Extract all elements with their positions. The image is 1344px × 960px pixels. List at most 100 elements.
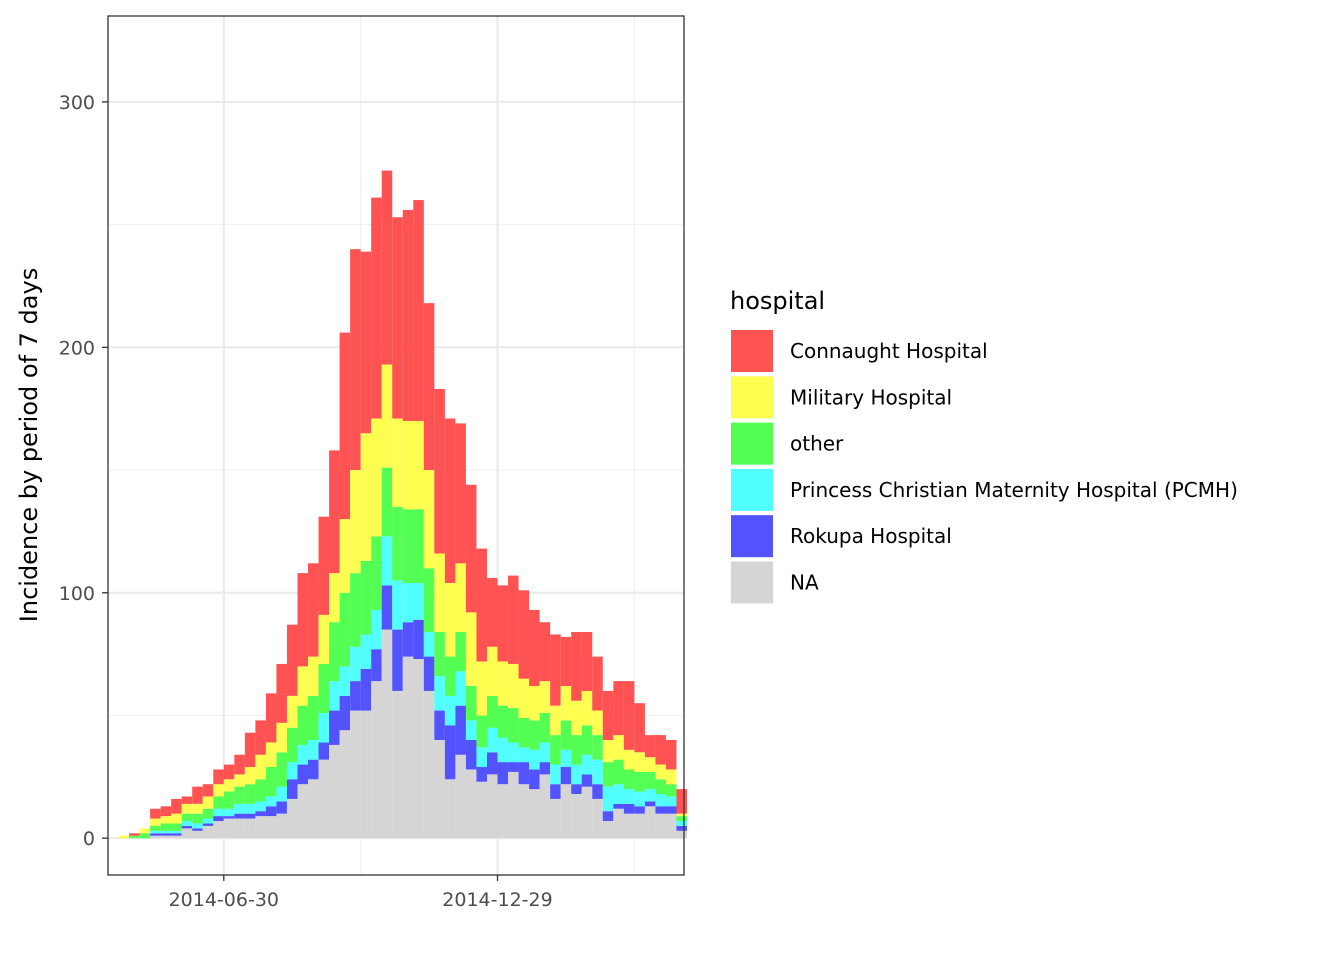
- bar-segment: [244, 803, 256, 814]
- bar-segment: [623, 803, 635, 814]
- bar-segment: [318, 742, 330, 760]
- bar-segment: [276, 786, 287, 802]
- bar-segment: [265, 693, 277, 743]
- bar-segment: [244, 813, 256, 819]
- bar-segment: [602, 821, 614, 839]
- bar-segment: [371, 536, 382, 610]
- bar-segment: [497, 585, 509, 662]
- bar-segment: [150, 808, 161, 819]
- bar-segment: [171, 833, 182, 836]
- legend-label: NA: [790, 571, 819, 595]
- bar-segment: [339, 332, 351, 520]
- bar-segment: [560, 686, 572, 721]
- bar-segment: [518, 762, 530, 785]
- bar-segment: [455, 563, 466, 633]
- bar-segment: [602, 690, 614, 741]
- bar-segment: [392, 690, 403, 839]
- bar-segment: [276, 722, 287, 753]
- bar-segment: [350, 681, 361, 711]
- bar-segment: [129, 833, 140, 836]
- bar-segment: [423, 568, 435, 633]
- bar-segment: [150, 818, 161, 826]
- bar-segment: [665, 740, 677, 770]
- bar-segment: [329, 710, 340, 745]
- bar-segment: [350, 573, 361, 647]
- bar-segment: [308, 656, 319, 696]
- bar-segment: [350, 470, 361, 574]
- bar-segment: [286, 798, 298, 839]
- bar-segment: [223, 764, 235, 780]
- bar-segment: [392, 217, 403, 419]
- bar-segment: [381, 467, 393, 537]
- bar-segment: [455, 423, 466, 564]
- bar-segment: [202, 808, 214, 819]
- bar-segment: [255, 801, 266, 812]
- bar-segment: [444, 582, 456, 657]
- bar-segment: [329, 573, 340, 623]
- bar-segment: [223, 818, 235, 839]
- bar-segment: [434, 632, 445, 677]
- bar-segment: [655, 764, 666, 780]
- legend-label: other: [790, 432, 844, 456]
- bar-segment: [444, 418, 456, 583]
- bar-segment: [497, 784, 509, 839]
- bar-segment: [392, 506, 403, 581]
- bar-segment: [297, 744, 309, 765]
- bar-segment: [623, 681, 635, 750]
- y-tick-label: 300: [59, 92, 95, 114]
- bar-segment: [192, 786, 203, 804]
- bar-segment: [265, 796, 277, 807]
- bar-segment: [286, 779, 298, 799]
- bar-segment: [539, 681, 551, 714]
- bar-segment: [360, 433, 372, 561]
- bar-segment: [613, 803, 624, 809]
- bar-segment: [171, 830, 182, 834]
- bar-segment: [402, 209, 414, 421]
- bar-segment: [571, 784, 582, 795]
- bar-segment: [413, 420, 424, 510]
- bar-segment: [371, 609, 382, 650]
- bar-segment: [476, 767, 487, 782]
- y-axis-title: Incidence by period of 7 days: [15, 268, 43, 622]
- bar-segment: [623, 813, 635, 839]
- bar-segment: [181, 803, 193, 814]
- bar-segment: [339, 695, 351, 731]
- bar-segment: [539, 622, 551, 682]
- bar-segment: [613, 681, 624, 736]
- bar-segment: [571, 794, 582, 839]
- bar-segment: [529, 789, 540, 839]
- bar-segment: [539, 713, 551, 743]
- bar-segment: [529, 749, 540, 770]
- bar-segment: [539, 742, 551, 763]
- bar-segment: [381, 170, 393, 365]
- legend-label: Connaught Hospital: [790, 339, 988, 363]
- bar-segment: [434, 710, 445, 741]
- bar-segment: [655, 806, 666, 814]
- bar-segment: [202, 818, 214, 824]
- bar-segment: [571, 700, 582, 736]
- bar-segment: [613, 784, 624, 804]
- bar-segment: [613, 759, 624, 785]
- bar-segment: [644, 806, 656, 839]
- legend-label: Rokupa Hospital: [790, 524, 952, 548]
- bar-segment: [476, 781, 487, 839]
- bar-segment: [139, 833, 151, 839]
- bar-segment: [676, 825, 688, 831]
- bar-segment: [571, 764, 582, 785]
- bar-segment: [297, 705, 309, 745]
- bar-segment: [539, 774, 551, 839]
- bar-segment: [308, 695, 319, 741]
- bar-segment: [139, 828, 151, 834]
- bar-segment: [529, 686, 540, 721]
- bar-segment: [550, 784, 561, 799]
- bar-segment: [244, 732, 256, 768]
- bar-segment: [402, 582, 414, 623]
- legend-title: hospital: [730, 287, 825, 315]
- bar-segment: [276, 801, 287, 814]
- bar-segment: [602, 740, 614, 763]
- bar-segment: [402, 420, 414, 510]
- bar-segment: [381, 536, 393, 586]
- bar-segment: [371, 418, 382, 537]
- bar-segment: [265, 816, 277, 839]
- bar-segment: [234, 818, 245, 839]
